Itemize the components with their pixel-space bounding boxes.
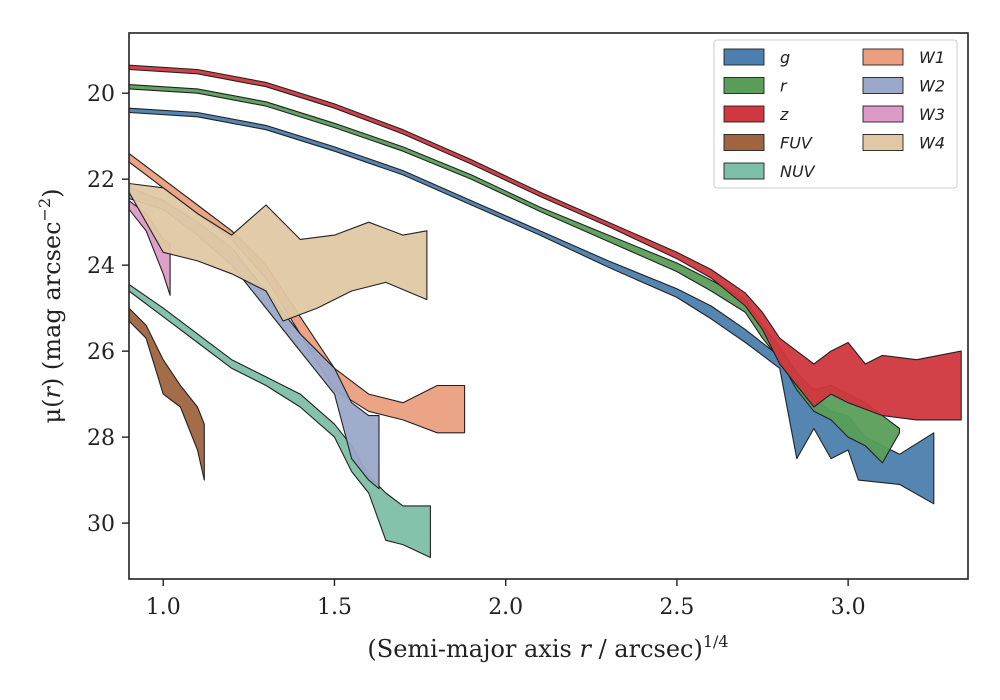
legend-swatch-g — [723, 48, 765, 66]
y-tick-label: 22 — [87, 168, 115, 193]
x-tick-label: 3.0 — [831, 595, 866, 620]
y-tick-label: 30 — [87, 512, 115, 537]
y-tick-label: 20 — [87, 82, 115, 107]
legend-label-w2: W2 — [919, 77, 945, 96]
x-axis-label: (Semi-major axis r / arcsec)1/4 — [367, 632, 728, 663]
axis-ticks: 1.0 1.5 2.0 2.5 3.0 20 22 24 26 28 30 — [87, 82, 866, 620]
legend-label-g: g — [780, 48, 790, 67]
y-tick-label: 26 — [87, 340, 115, 365]
legend-swatch-w2 — [862, 77, 904, 94]
legend-swatch-z — [723, 105, 765, 123]
x-axis-label-mid: / arcsec) — [591, 635, 703, 663]
band-fuv — [129, 307, 205, 481]
y-tick-label: 28 — [87, 426, 115, 451]
x-axis-label-var: r — [579, 635, 592, 663]
band-g — [129, 107, 935, 505]
legend-label-nuv: NUV — [780, 162, 816, 181]
legend-label-w1: W1 — [919, 48, 945, 67]
legend: grz FUV NUV W1 W2 W3 W4 — [713, 39, 958, 189]
legend-swatch-fuv — [723, 134, 765, 151]
legend-swatch-w1 — [862, 48, 904, 66]
x-tick-label: 1.0 — [146, 595, 181, 620]
y-axis-label-mid: ) (mag arcsec — [38, 221, 66, 387]
plot-area — [129, 64, 962, 559]
band-w4 — [129, 182, 428, 322]
x-tick-label: 1.5 — [317, 595, 352, 620]
legend-label-z: z — [779, 105, 789, 124]
band-r — [129, 84, 901, 464]
y-tick-label: 24 — [87, 254, 115, 279]
legend-label-fuv: FUV — [780, 134, 813, 153]
legend-label-r: r — [780, 77, 788, 96]
y-axis-label-var: r — [38, 386, 66, 399]
legend-label-w4: W4 — [919, 134, 945, 153]
x-tick-label: 2.5 — [659, 595, 694, 620]
legend-swatch-w4 — [862, 134, 904, 151]
y-axis-label-mu: μ( — [38, 399, 66, 424]
legend-swatch-nuv — [723, 162, 765, 180]
band-nuv — [129, 283, 431, 559]
y-axis-label-sup: −2 — [35, 198, 54, 222]
y-axis-label-end: ) — [38, 188, 66, 197]
plot-frame — [128, 32, 969, 580]
x-axis-label-main: (Semi-major axis — [367, 635, 579, 663]
legend-swatch-r — [723, 77, 765, 94]
legend-label-w3: W3 — [919, 105, 945, 124]
y-axis-label: μ(r) (mag arcsec−2) — [35, 188, 66, 423]
x-tick-label: 2.0 — [488, 595, 523, 620]
legend-swatch-w3 — [862, 105, 904, 123]
band-z — [129, 64, 962, 421]
legend-frame — [713, 39, 958, 189]
x-axis-label-sup: 1/4 — [703, 632, 729, 651]
